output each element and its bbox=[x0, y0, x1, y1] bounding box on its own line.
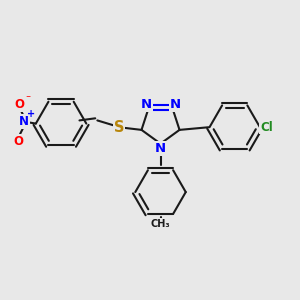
Text: Cl: Cl bbox=[260, 121, 273, 134]
Text: N: N bbox=[141, 98, 152, 111]
Text: O: O bbox=[13, 135, 23, 148]
Text: N: N bbox=[155, 142, 166, 155]
Text: S: S bbox=[114, 120, 125, 135]
Text: CH₃: CH₃ bbox=[151, 219, 170, 229]
Text: N: N bbox=[19, 115, 29, 128]
Text: N: N bbox=[170, 98, 181, 111]
Text: O: O bbox=[14, 98, 24, 111]
Text: +: + bbox=[26, 109, 34, 119]
Text: ⁻: ⁻ bbox=[25, 94, 30, 104]
